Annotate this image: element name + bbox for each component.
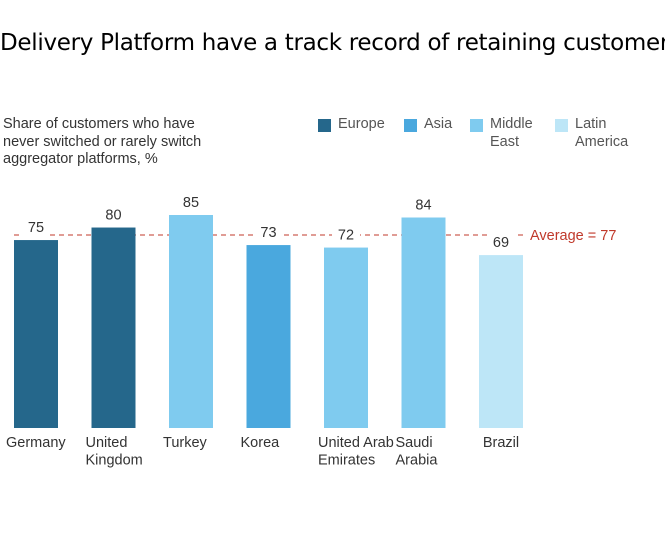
legend-swatch-asia — [404, 119, 417, 132]
x-tick-label: Turkey — [163, 435, 208, 451]
chart-subtitle: Share of customers who have never switch… — [3, 116, 263, 169]
legend-swatch-middle-east — [470, 119, 483, 132]
x-tick-label-line: Turkey — [163, 435, 208, 451]
legend-label: Middle East — [490, 116, 533, 151]
x-tick-label: Germany — [6, 435, 66, 451]
legend-label-line: East — [490, 133, 520, 150]
x-tick-label-line: United — [86, 435, 128, 451]
bar — [246, 245, 291, 428]
value-label-bg — [409, 196, 438, 214]
value-label: 72 — [338, 228, 354, 244]
x-tick-label: United Kingdom — [86, 435, 143, 469]
bar — [401, 217, 446, 428]
x-tick-label-line: Saudi — [396, 435, 433, 451]
value-label-bg — [177, 194, 205, 211]
x-tick-label-line: United Arab — [318, 435, 394, 451]
x-tick-label: United Arab Emirates — [318, 435, 394, 469]
value-label: 84 — [415, 198, 431, 214]
x-tick-label-line: Kingdom — [86, 453, 143, 469]
x-tick-label-line: Arabia — [396, 453, 439, 469]
value-label-bg — [254, 224, 283, 242]
value-label: 80 — [105, 208, 121, 224]
bar — [324, 247, 368, 428]
legend-label-line: Middle — [490, 116, 533, 132]
value-label: 73 — [260, 225, 276, 241]
bar — [91, 227, 136, 428]
legend-label-line: America — [575, 133, 629, 150]
x-tick-label: Korea — [241, 435, 281, 451]
x-tick-label: Brazil — [483, 435, 519, 451]
x-tick-label: Saudi Arabia — [396, 435, 439, 469]
legend-label: Europe — [338, 116, 385, 132]
value-label: 75 — [28, 220, 44, 236]
average-label: Average = 77 — [530, 228, 616, 244]
bar — [14, 240, 58, 428]
x-tick-label-line: Korea — [241, 435, 281, 451]
value-label-bg — [99, 206, 128, 224]
page-title: Delivery Platform have a track record of… — [0, 30, 665, 56]
bar — [479, 255, 523, 428]
subtitle-line: Share of customers who have — [3, 116, 195, 132]
legend-label-line: Latin — [575, 116, 607, 132]
legend-label: Asia — [424, 116, 453, 132]
value-label: 85 — [183, 195, 199, 211]
legend-swatch-europe — [318, 119, 331, 132]
bar — [169, 215, 213, 428]
value-label-bg — [487, 234, 515, 252]
subtitle-line: aggregator platforms, % — [3, 151, 158, 167]
value-label: 69 — [493, 235, 509, 251]
x-tick-label-line: Brazil — [483, 435, 519, 451]
legend-swatch-latin-america — [555, 119, 568, 132]
value-label-bg — [332, 226, 360, 244]
value-label-bg — [22, 219, 50, 237]
x-tick-label-line: Germany — [6, 435, 66, 451]
x-tick-label-line: Emirates — [318, 453, 375, 469]
legend-label: Latin America — [575, 116, 628, 151]
subtitle-line: never switched or rarely switch — [3, 133, 202, 150]
